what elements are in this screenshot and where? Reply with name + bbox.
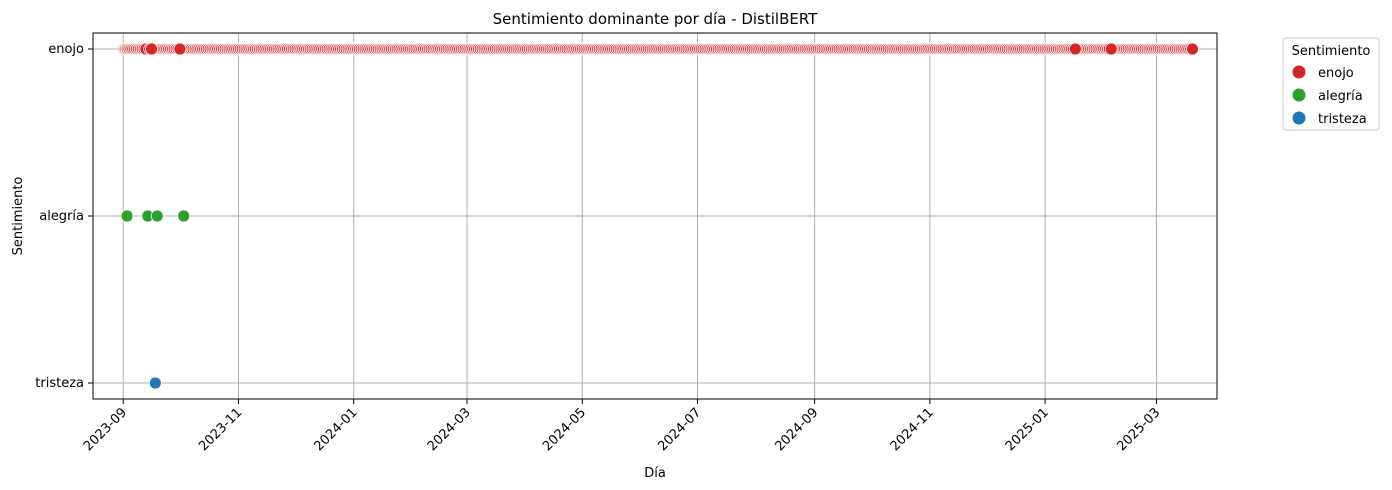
data-point-enojo (145, 42, 158, 56)
scatter-points (116, 42, 1199, 390)
legend-label: enojo (1318, 66, 1354, 81)
legend-label: tristeza (1318, 112, 1367, 127)
legend: Sentimiento enojo alegría tristeza (1282, 37, 1380, 131)
grid (93, 33, 1217, 399)
x-axis-label: Día (644, 466, 666, 481)
legend-marker-alegría (1292, 88, 1306, 102)
data-point-alegría (150, 209, 164, 223)
y-axis: enojo alegría tristeza (35, 42, 93, 391)
y-axis-label: Sentimiento (11, 177, 26, 256)
y-tick-label: alegría (39, 209, 84, 224)
data-point-enojo (173, 42, 187, 56)
x-tick-label: 2024-03 (425, 405, 474, 454)
y-tick-label: enojo (48, 42, 84, 57)
x-tick-label: 2023-11 (196, 405, 245, 454)
data-point-tristeza (148, 376, 162, 390)
legend-frame (1282, 37, 1380, 131)
data-point-alegría (177, 209, 191, 223)
x-tick-label: 2025-03 (1114, 405, 1163, 454)
data-point-enojo (1068, 42, 1082, 56)
chart-title: Sentimiento dominante por día - DistilBE… (493, 10, 819, 28)
x-tick-label: 2023-09 (81, 405, 130, 454)
x-tick-label: 2024-07 (655, 405, 704, 454)
x-tick-label: 2025-01 (1003, 405, 1052, 454)
data-point-enojo (1104, 42, 1118, 56)
y-tick-label: tristeza (35, 376, 84, 391)
x-tick-label: 2024-05 (540, 405, 589, 454)
x-tick-label: 2024-09 (772, 405, 821, 454)
x-tick-label: 2024-01 (311, 405, 360, 454)
x-tick-label: 2024-11 (888, 405, 937, 454)
data-point-enojo (1186, 42, 1199, 56)
legend-label: alegría (1318, 89, 1363, 104)
legend-marker-tristeza (1292, 111, 1306, 125)
x-axis: 2023-09 2023-11 2024-01 2024-03 2024-05 2024-… (81, 399, 1163, 454)
legend-title: Sentimiento (1292, 44, 1371, 59)
legend-marker-enojo (1292, 65, 1306, 79)
data-point-alegría (120, 209, 134, 223)
